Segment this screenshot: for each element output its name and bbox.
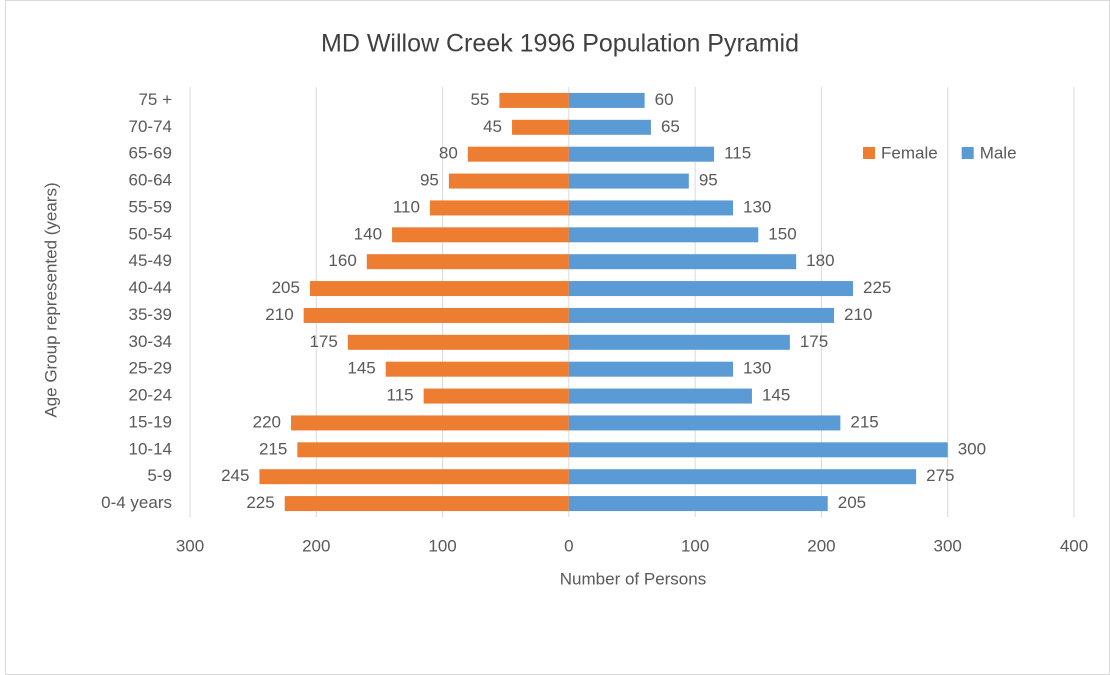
y-tick-label: 30-34 — [129, 332, 172, 351]
y-tick-label: 0-4 years — [101, 493, 172, 512]
y-tick-label: 70-74 — [129, 117, 172, 136]
bar — [568, 415, 841, 431]
bar — [423, 388, 569, 404]
y-tick-label: 25-29 — [129, 359, 172, 378]
y-tick-label: 60-64 — [129, 171, 172, 190]
bar — [347, 334, 569, 350]
bar — [568, 361, 734, 377]
bar — [297, 442, 569, 458]
data-label: 145 — [347, 359, 375, 378]
x-tick-label: 400 — [1060, 536, 1088, 555]
x-tick-label: 200 — [302, 536, 330, 555]
bar — [512, 119, 569, 135]
data-label: 215 — [259, 439, 287, 458]
data-label: 300 — [958, 439, 986, 458]
bar — [568, 227, 759, 243]
y-tick-label: 50-54 — [129, 224, 172, 243]
legend-label: Male — [980, 143, 1017, 162]
bar — [303, 307, 569, 323]
bar — [259, 469, 569, 485]
y-tick-label: 75 + — [138, 90, 172, 109]
y-tick-label: 45-49 — [129, 251, 172, 270]
x-axis-label: Number of Persons — [560, 569, 706, 588]
bar — [284, 496, 569, 512]
bar — [568, 119, 651, 135]
data-label: 80 — [439, 144, 458, 163]
bar — [385, 361, 569, 377]
data-label: 225 — [246, 493, 274, 512]
x-tick-label: 200 — [807, 536, 835, 555]
bar — [392, 227, 569, 243]
data-label: 65 — [661, 117, 680, 136]
y-tick-label: 35-39 — [129, 305, 172, 324]
data-label: 150 — [768, 224, 796, 243]
data-label: 110 — [393, 197, 420, 216]
bar — [568, 388, 752, 404]
x-tick-label: 300 — [934, 536, 962, 555]
data-label: 180 — [806, 251, 834, 270]
bar — [568, 200, 734, 216]
bar — [568, 254, 797, 270]
bar — [568, 469, 917, 485]
y-axis-label: Age Group represented (years) — [41, 182, 60, 417]
data-label: 115 — [387, 386, 414, 405]
bar — [568, 496, 828, 512]
data-label: 175 — [309, 332, 337, 351]
y-tick-label: 15-19 — [129, 412, 172, 431]
data-label: 140 — [354, 224, 382, 243]
data-label: 175 — [800, 332, 828, 351]
bar — [568, 146, 715, 162]
data-label: 225 — [863, 278, 891, 297]
data-label: 60 — [655, 90, 674, 109]
legend-swatch — [961, 147, 974, 159]
bar — [568, 281, 853, 297]
data-label: 215 — [850, 412, 878, 431]
y-tick-label: 5-9 — [147, 466, 172, 485]
y-tick-label: 65-69 — [129, 144, 172, 163]
data-label: 275 — [926, 466, 954, 485]
data-label: 145 — [762, 386, 790, 405]
y-tick-label: 20-24 — [129, 386, 172, 405]
data-label: 55 — [470, 90, 489, 109]
bar — [568, 334, 790, 350]
bar — [499, 92, 569, 108]
data-label: 45 — [483, 117, 502, 136]
x-tick-label: 0 — [564, 536, 573, 555]
bar — [291, 415, 569, 431]
data-label: 220 — [253, 412, 281, 431]
y-tick-label: 55-59 — [129, 197, 172, 216]
data-label: 130 — [743, 197, 771, 216]
bar — [568, 173, 689, 189]
bar — [467, 146, 569, 162]
data-label: 210 — [844, 305, 872, 324]
bar — [309, 281, 569, 297]
bar — [568, 307, 835, 323]
data-label: 95 — [420, 171, 439, 190]
legend-label: Female — [881, 143, 938, 162]
data-label: 245 — [221, 466, 249, 485]
bar — [448, 173, 569, 189]
data-label: 130 — [743, 359, 771, 378]
data-label: 95 — [699, 171, 718, 190]
data-label: 205 — [838, 493, 866, 512]
x-tick-label: 100 — [681, 536, 709, 555]
x-tick-label: 100 — [428, 536, 456, 555]
bar — [429, 200, 569, 216]
y-tick-label: 40-44 — [129, 278, 172, 297]
y-tick-label: 10-14 — [129, 439, 172, 458]
legend-swatch — [863, 147, 875, 159]
chart-title: MD Willow Creek 1996 Population Pyramid — [321, 30, 799, 58]
data-label: 160 — [328, 251, 356, 270]
bar — [568, 92, 645, 108]
data-label: 210 — [265, 305, 293, 324]
bar — [366, 254, 569, 270]
bar — [568, 442, 948, 458]
data-label: 115 — [724, 144, 751, 163]
data-label: 205 — [272, 278, 300, 297]
x-tick-label: 300 — [176, 536, 204, 555]
